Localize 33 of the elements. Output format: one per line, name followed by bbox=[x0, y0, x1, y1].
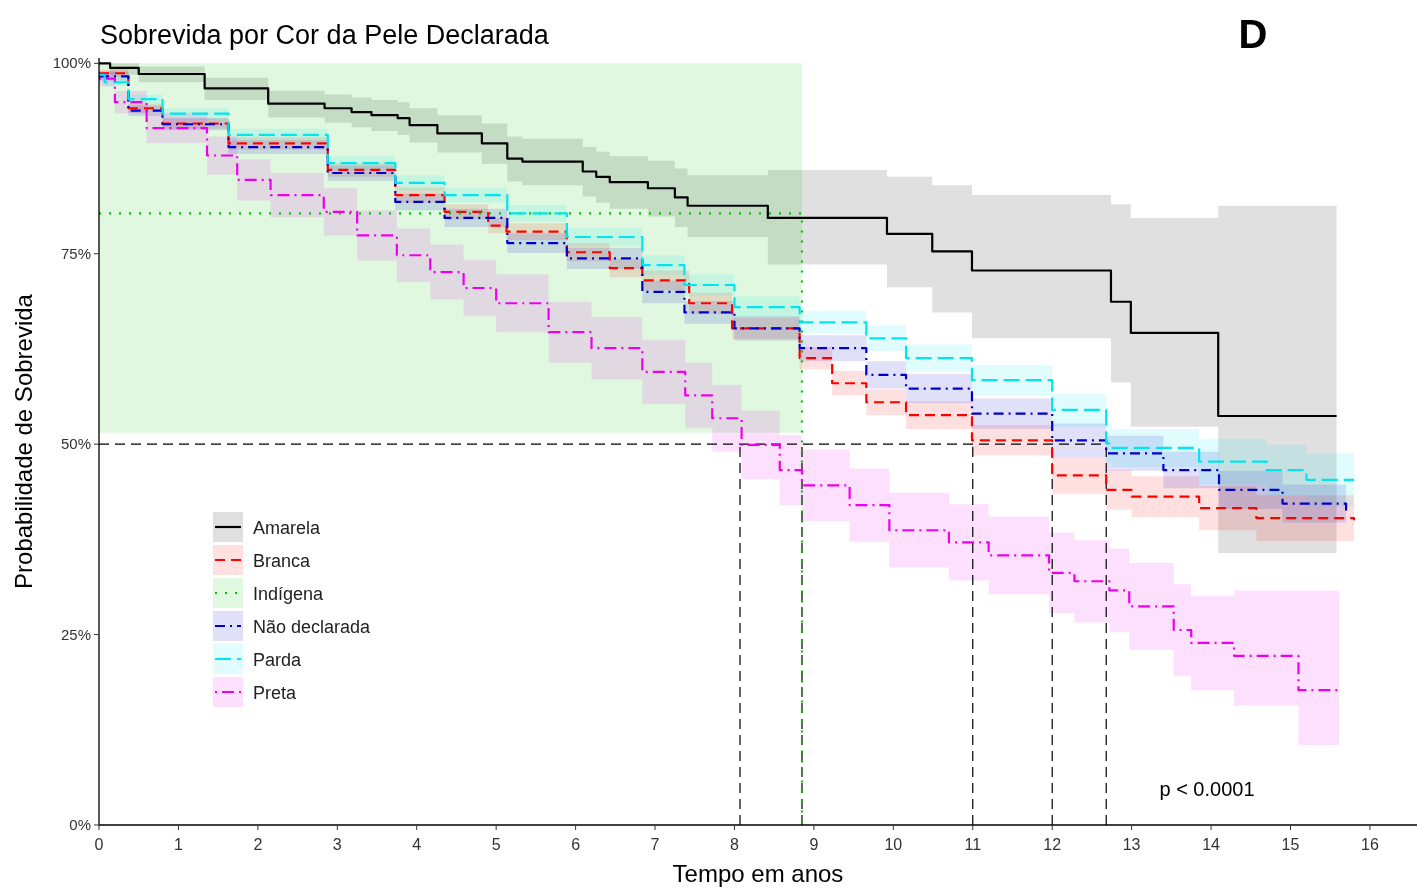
annotation: p < 0.0001 bbox=[1159, 778, 1255, 800]
y-axis-title: Probabilidade de Sobrevida bbox=[10, 293, 37, 589]
legend-label: Não declarada bbox=[253, 617, 372, 637]
x-tick-label: 9 bbox=[809, 836, 819, 853]
x-tick-label: 15 bbox=[1281, 836, 1300, 853]
x-tick-label: 5 bbox=[491, 836, 501, 853]
legend-label: Amarela bbox=[253, 518, 322, 538]
x-tick-label: 10 bbox=[884, 836, 903, 853]
x-tick-label: 16 bbox=[1361, 836, 1379, 853]
legend-label: Indígena bbox=[253, 584, 325, 604]
x-tick-label: 7 bbox=[650, 836, 660, 853]
x-tick-label: 2 bbox=[253, 836, 263, 853]
legend-label: Preta bbox=[253, 683, 298, 703]
x-tick-label: 14 bbox=[1202, 836, 1221, 853]
legend-label: Parda bbox=[253, 650, 303, 670]
x-tick-label: 4 bbox=[412, 836, 422, 853]
x-axis-title: Tempo em anos bbox=[672, 860, 844, 887]
y-tick-label: 25% bbox=[60, 625, 91, 643]
chart-title: Sobrevida por Cor da Pele Declarada bbox=[100, 20, 550, 50]
y-tick-label: 75% bbox=[60, 244, 91, 262]
x-tick-label: 13 bbox=[1122, 836, 1141, 853]
x-tick-label: 0 bbox=[94, 836, 104, 853]
x-tick-label: 8 bbox=[730, 836, 740, 853]
text: D bbox=[1238, 12, 1268, 56]
y-tick-label: 100% bbox=[52, 54, 91, 72]
x-tick-label: 1 bbox=[173, 836, 183, 853]
y-tick-label: 50% bbox=[60, 435, 91, 453]
legend-label: Branca bbox=[253, 551, 312, 571]
x-tick-label: 3 bbox=[332, 836, 342, 853]
x-tick-label: 6 bbox=[571, 836, 581, 853]
y-tick-label: 0% bbox=[69, 816, 91, 833]
x-tick-label: 12 bbox=[1043, 836, 1062, 853]
x-tick-label: 11 bbox=[964, 836, 982, 853]
